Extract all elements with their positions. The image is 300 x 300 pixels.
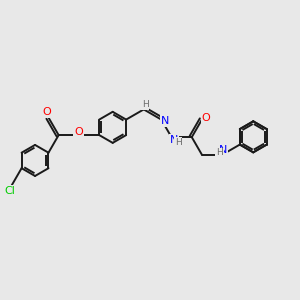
Text: O: O: [75, 127, 83, 136]
Text: N: N: [219, 145, 227, 155]
Text: Cl: Cl: [4, 186, 15, 196]
Text: H: H: [175, 138, 182, 147]
Text: O: O: [43, 107, 51, 117]
Text: H: H: [216, 148, 223, 158]
Text: O: O: [202, 113, 211, 123]
Text: N: N: [161, 116, 170, 126]
Text: H: H: [142, 100, 148, 109]
Text: N: N: [170, 135, 178, 145]
